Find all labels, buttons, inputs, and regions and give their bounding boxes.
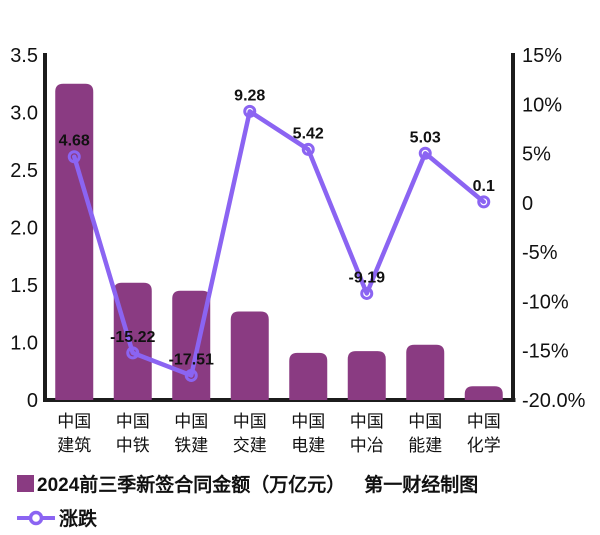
- line-marker-中国交建: [243, 104, 257, 118]
- point-label: 5.42: [293, 125, 324, 142]
- point-label: -15.22: [110, 329, 155, 346]
- line-marker-中国中铁: [126, 346, 140, 360]
- point-label: 4.68: [59, 133, 90, 150]
- left-axis-tick-label: 3.5: [10, 45, 38, 67]
- left-axis-tick-label: 0: [27, 390, 38, 412]
- left-axis-tick-label: 3.0: [10, 103, 38, 125]
- bar-中国能建: [406, 344, 445, 400]
- right-axis-tick-label: -15%: [522, 341, 569, 363]
- category-label-中国交建: 中国交建: [233, 412, 267, 455]
- left-axis-tick-label: 2.0: [10, 218, 38, 240]
- line-marker-中国能建: [418, 146, 432, 160]
- category-label-中国中冶: 中国中冶: [350, 412, 384, 455]
- category-label-中国电建: 中国电建: [291, 412, 325, 455]
- left-axis-tick-label: 2.5: [10, 160, 38, 182]
- line-series: [72, 109, 486, 378]
- line-marker-中国铁建: [184, 368, 198, 382]
- line-marker-中国电建: [301, 142, 315, 156]
- point-label: -9.19: [349, 269, 386, 286]
- chart-credit: 第一财经制图: [364, 475, 479, 496]
- line-marker-中国中冶: [360, 286, 374, 300]
- right-axis-tick-label: 0: [522, 193, 533, 215]
- category-label-中国中铁: 中国中铁: [116, 412, 150, 455]
- category-label-中国建筑: 中国建筑: [57, 412, 91, 455]
- legend-row-line-series: 涨跌: [17, 504, 587, 531]
- left-axis-tick-label: 1.5: [10, 275, 38, 297]
- line-marker-中国化学: [477, 195, 491, 209]
- line-series-marker-icon: [17, 510, 55, 525]
- right-axis-tick-label: -10%: [522, 291, 569, 313]
- bar-series-swatch-icon: [17, 475, 34, 492]
- point-label: -17.51: [169, 351, 214, 368]
- bar-中国交建: [230, 311, 269, 400]
- category-label-中国化学: 中国化学: [467, 412, 501, 455]
- bar-series-label: 2024前三季新签合同金额（万亿元）: [37, 475, 346, 496]
- legend-row-bar-series: 2024前三季新签合同金额（万亿元） 第一财经制图: [17, 470, 587, 497]
- right-axis-tick-label: -20.0%: [522, 390, 586, 412]
- bar-中国中铁: [113, 282, 152, 400]
- point-label: 0.1: [473, 178, 495, 195]
- right-axis-tick-label: 10%: [522, 94, 562, 116]
- chart-legend: 2024前三季新签合同金额（万亿元） 第一财经制图 涨跌: [17, 470, 587, 535]
- bar-中国建筑: [55, 83, 94, 400]
- right-axis-tick-label: 5%: [522, 144, 551, 166]
- line-series-label: 涨跌: [59, 509, 98, 530]
- point-label: 9.28: [234, 87, 265, 104]
- category-label-中国能建: 中国能建: [408, 412, 442, 455]
- point-label: 5.03: [410, 129, 441, 146]
- bar-中国化学: [464, 386, 503, 400]
- line-marker-中国建筑: [67, 150, 81, 164]
- bar-中国电建: [289, 352, 328, 400]
- left-axis-tick-label: 1.0: [10, 333, 38, 355]
- bar-中国中冶: [347, 351, 386, 400]
- category-label-中国铁建: 中国铁建: [174, 412, 208, 455]
- right-axis-tick-label: -5%: [522, 242, 558, 264]
- right-axis-tick-label: 15%: [522, 45, 562, 67]
- combo-chart: 3.5 3.0 2.5 2.0 1.5 1.0 0 15% 10% 5% 0 -5% -10% -15% -…: [10, 45, 586, 455]
